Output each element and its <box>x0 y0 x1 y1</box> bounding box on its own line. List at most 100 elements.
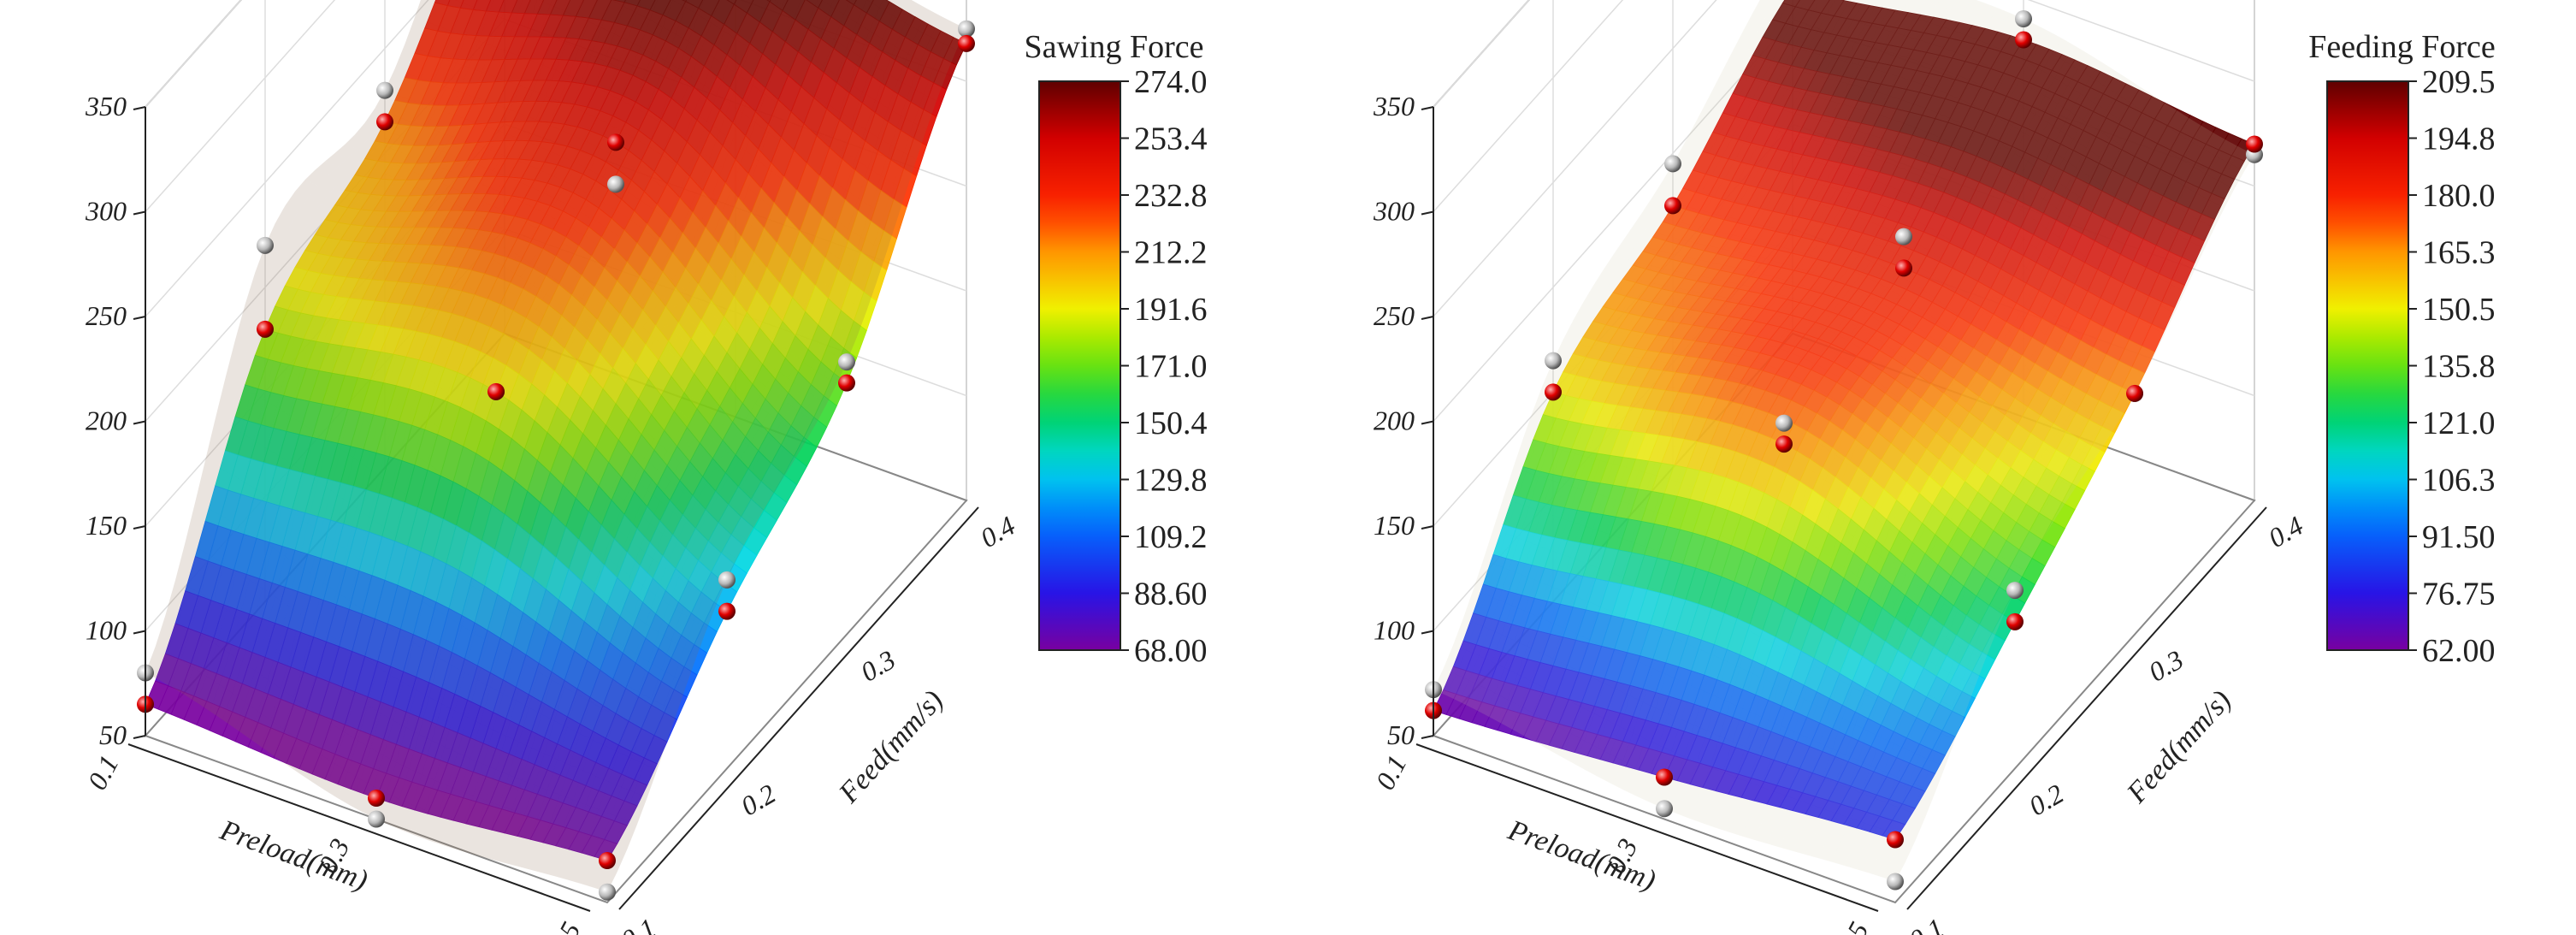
z-axis: 50 100 150 200 250 300 350 <box>1373 91 1434 750</box>
z-tick-mark <box>1421 420 1434 425</box>
z-tick-label: 250 <box>86 300 127 331</box>
colorbar-tick-label: 76.75 <box>2422 577 2496 612</box>
measured-point <box>1664 155 1681 173</box>
measured-point <box>1656 800 1673 818</box>
data-points <box>1425 10 2263 891</box>
colorbar: 274.0 253.4 232.8 212.2 191.6 171.0 150.4 129.8… <box>1024 29 1207 669</box>
measured-point <box>257 236 274 254</box>
data-points <box>137 20 975 901</box>
colorbar-tick-label: 171.0 <box>1134 349 1208 385</box>
colorbar-tick-label: 62.00 <box>2422 633 2496 669</box>
colorbar-ramp <box>1038 80 1121 651</box>
fitted-point <box>368 790 385 807</box>
z-tick-mark <box>1421 210 1434 216</box>
fitted-point <box>2006 612 2024 630</box>
z-tick-label: 150 <box>1374 510 1415 541</box>
measured-point <box>838 353 855 371</box>
colorbar-tick-label: 209.5 <box>2422 64 2496 100</box>
z-tick-mark <box>1421 106 1434 110</box>
fitted-surface <box>1433 0 2255 840</box>
feed-axis-title: Feed(mm/s) <box>832 684 949 809</box>
z-tick-mark <box>133 420 146 425</box>
z-tick-mark <box>1421 735 1434 739</box>
fitted-point <box>376 113 393 131</box>
fitted-point <box>487 382 505 400</box>
colorbar-tick-label: 129.8 <box>1134 463 1208 499</box>
preload-axis-line <box>127 743 591 912</box>
z-tick-label: 50 <box>99 719 127 750</box>
colorbar-title: Feeding Force <box>2308 29 2495 65</box>
fitted-point <box>1656 768 1673 786</box>
colorbar: 209.5 194.8 180.0 165.3 150.5 135.8 121.0 106.3… <box>2308 29 2495 669</box>
measured-point <box>958 20 975 38</box>
z-tick-mark <box>1421 630 1434 635</box>
measured-point <box>376 81 393 99</box>
colorbar-ramp <box>2326 80 2409 651</box>
colorbar-tick-label: 180.0 <box>2422 178 2496 214</box>
measured-point <box>599 883 616 901</box>
feed-tick-label: 0.3 <box>855 644 901 688</box>
colorbar-tick-label: 106.3 <box>2422 463 2496 499</box>
fitted-point <box>1775 435 1793 453</box>
fitted-point <box>607 133 624 151</box>
z-tick-label: 350 <box>85 91 127 121</box>
sawing-force-surface-plot: 501001502002503003500.10.30.5Preload(mm)… <box>81 0 1208 935</box>
z-tick-mark <box>133 106 146 110</box>
measured-point <box>718 571 736 589</box>
fitted-point <box>838 374 855 392</box>
measured-point <box>1775 414 1793 432</box>
z-tick-mark <box>133 525 146 530</box>
feed-tick-label: 0.3 <box>2143 644 2189 688</box>
measured-point <box>2015 10 2032 27</box>
z-tick-mark <box>1421 525 1434 530</box>
feed-axis-line <box>1906 506 2267 910</box>
colorbar-tick-label: 150.4 <box>1134 405 1208 441</box>
z-tick-mark <box>133 630 146 635</box>
colorbar-tick-label: 194.8 <box>2422 121 2496 157</box>
z-axis: 50 100 150 200 250 300 350 <box>85 91 146 750</box>
colorbar-tick-label: 150.5 <box>2422 292 2496 328</box>
colorbar-tick-label: 212.2 <box>1134 235 1208 271</box>
colorbar-tick-label: 91.50 <box>2422 519 2496 555</box>
fitted-point <box>2015 31 2032 49</box>
fitted-point <box>2126 384 2143 402</box>
feed-tick-label: 0.1 <box>1904 912 1949 935</box>
feed-tick-label: 0.4 <box>975 510 1020 553</box>
z-tick-mark <box>1421 316 1434 320</box>
fitted-point <box>718 602 736 620</box>
z-tick-mark <box>133 316 146 320</box>
colorbar-tick-label: 253.4 <box>1134 121 1208 157</box>
z-tick-label: 200 <box>1374 405 1415 436</box>
feed-tick-label: 0.1 <box>616 912 661 935</box>
fitted-point <box>1895 259 1912 277</box>
measured-surface <box>145 0 966 892</box>
colorbar-tick-label: 232.8 <box>1134 178 1208 214</box>
z-tick-label: 200 <box>86 405 127 436</box>
colorbar-tick-label: 165.3 <box>2422 235 2496 271</box>
fitted-point <box>2246 135 2263 153</box>
fitted-point <box>257 320 274 338</box>
z-tick-label: 300 <box>1373 196 1415 227</box>
measured-point <box>2006 582 2024 600</box>
z-tick-label: 250 <box>1374 300 1415 331</box>
feed-tick-label: 0.2 <box>2024 778 2069 821</box>
preload-tick-label: 0.1 <box>81 750 125 795</box>
colorbar-tick-label: 135.8 <box>2422 349 2496 385</box>
colorbar-tick-label: 274.0 <box>1134 64 1208 100</box>
fitted-surface <box>145 0 967 861</box>
z-tick-label: 350 <box>1373 91 1415 121</box>
measured-point <box>1895 228 1912 246</box>
colorbar-tick-label: 88.60 <box>1134 577 1208 612</box>
fitted-point <box>1545 383 1562 401</box>
measured-point <box>1545 352 1562 370</box>
feeding-force-surface-plot: 501001502002503003500.10.30.5Preload(mm)… <box>1369 0 2496 935</box>
colorbar-tick-label: 68.00 <box>1134 633 1208 669</box>
feed-axis-line <box>618 506 979 910</box>
measured-surface <box>1433 0 2254 882</box>
fitted-point <box>1664 197 1681 215</box>
measured-point <box>607 175 624 193</box>
z-tick-label: 100 <box>1374 615 1415 646</box>
measured-point <box>1887 873 1904 891</box>
fitted-point <box>958 34 975 52</box>
